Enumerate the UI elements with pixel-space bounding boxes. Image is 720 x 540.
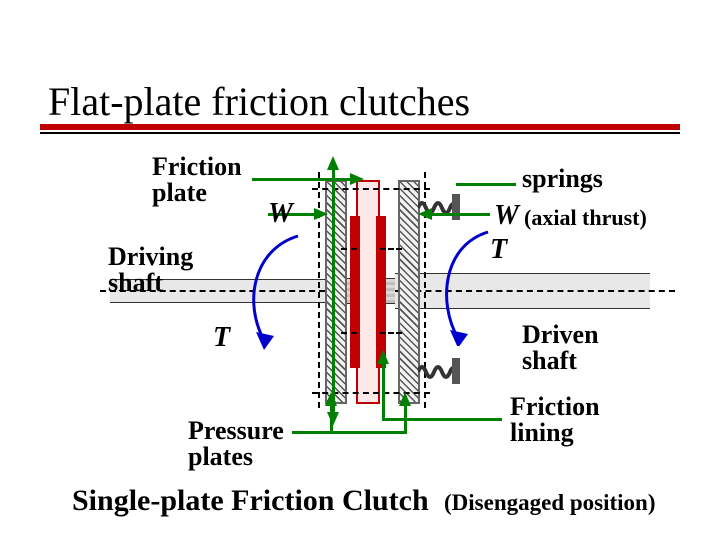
- friction-lining-right: [376, 216, 386, 368]
- title-rule-red: [40, 124, 680, 130]
- gap-ur: [380, 248, 402, 250]
- lining-pointer-h: [382, 418, 502, 421]
- axial-head-right: [418, 208, 432, 220]
- label-pressure-2: plates: [188, 442, 253, 472]
- label-T-right: T: [490, 234, 507, 266]
- pp-arrow-join: [292, 431, 407, 434]
- w-arrowhead-up: [327, 156, 339, 170]
- caption-note: (Disengaged position): [444, 490, 656, 516]
- label-springs: springs: [522, 164, 603, 194]
- fric-plate-pointer-head: [350, 173, 364, 185]
- spring-bot: [418, 360, 456, 384]
- lining-pointer-head: [377, 350, 389, 364]
- label-driving-2: shaft: [108, 268, 163, 298]
- pp-arrow-l-shaft: [330, 404, 333, 432]
- spring-stop-top: [452, 194, 460, 220]
- page-title: Flat-plate friction clutches: [48, 78, 470, 125]
- springs-pointer: [456, 183, 516, 186]
- fric-plate-pointer: [252, 178, 352, 181]
- gap-lr: [380, 332, 402, 334]
- w-arrow-shaft: [332, 168, 335, 414]
- w-arrowhead-dn: [327, 412, 339, 426]
- gap-ul: [341, 248, 357, 250]
- pp-arrow-l-head: [325, 392, 337, 406]
- axial-head-left: [314, 208, 328, 220]
- pp-arrow-r-head: [399, 392, 411, 406]
- gap-ll: [341, 332, 357, 334]
- label-axial-note: (axial thrust): [524, 205, 647, 231]
- guide-top: [312, 188, 430, 190]
- torque-arc-left: [240, 232, 320, 350]
- label-lining-2: lining: [510, 418, 574, 448]
- label-friction-plate-2: plate: [152, 178, 207, 208]
- label-W: W: [268, 198, 293, 230]
- caption-main: Single-plate Friction Clutch: [72, 484, 429, 518]
- spring-stop-bot: [452, 358, 460, 384]
- label-driven-2: shaft: [522, 346, 577, 376]
- pressure-plate-left: [325, 180, 347, 404]
- title-rule-black: [40, 132, 680, 134]
- label-T-left: T: [213, 322, 230, 354]
- label-axial-W: W: [494, 200, 519, 232]
- axial-pointer: [456, 213, 490, 216]
- pressure-plate-right: [398, 180, 420, 404]
- lining-pointer: [382, 362, 385, 420]
- friction-lining-left: [350, 216, 360, 368]
